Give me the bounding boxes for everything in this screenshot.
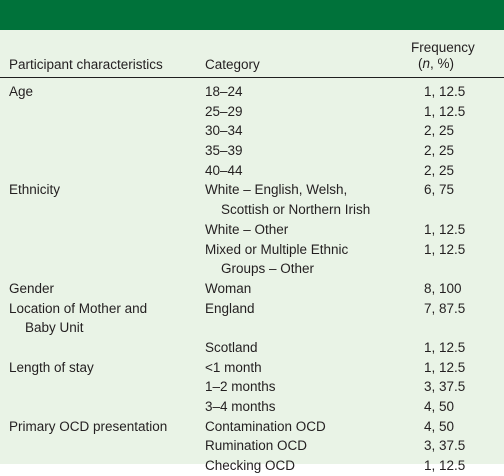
cell-frequency: 1, 12.5 [424, 359, 466, 375]
table-row: Age 18–24 1, 12.5 [0, 82, 504, 102]
cell-category: Mixed or Multiple Ethnic Groups – Other [205, 240, 405, 279]
table-row: Length of stay <1 month 1, 12.5 [0, 358, 504, 378]
cell-category-text: Checking OCD [205, 458, 296, 474]
table-row: 35–39 2, 25 [0, 141, 504, 161]
cell-category: England [205, 299, 405, 319]
cell-category-text: White – Other [205, 221, 289, 237]
table-row: Scotland 1, 12.5 [0, 338, 504, 358]
table-header-row: Participant characteristics Category Fre… [0, 30, 504, 78]
cell-category-text: 25–29 [205, 103, 243, 119]
cell-frequency: 2, 25 [424, 162, 455, 178]
cell-characteristic: Location of Mother and Baby Unit [9, 299, 199, 338]
cell-characteristic-text: Length of stay [9, 359, 94, 375]
cell-category-text: England [205, 300, 255, 316]
table-row: 40–44 2, 25 [0, 161, 504, 181]
cell-category-text: Contamination OCD [205, 418, 326, 434]
table-row: Location of Mother and Baby Unit England 7,… [0, 299, 504, 338]
cell-category: 40–44 [205, 161, 405, 181]
cell-category: 30–34 [205, 121, 405, 141]
cell-frequency: 1, 12.5 [424, 84, 466, 99]
table-row: Rumination OCD 3, 37.5 [0, 436, 504, 456]
cell-category-text: 1–2 months [205, 379, 276, 395]
cell-characteristic: Primary OCD presentation [9, 417, 199, 437]
cell-characteristic-text: Ethnicity [9, 182, 61, 198]
cell-frequency: 2, 25 [424, 143, 455, 159]
cell-category: <1 month [205, 358, 405, 378]
cell-category: 18–24 [205, 82, 405, 102]
cell-characteristic-text: Baby Unit [25, 320, 84, 336]
table-row: Ethnicity White – English, Welsh, Scottish… [0, 180, 504, 219]
table-row: Mixed or Multiple Ethnic Groups – Other 1,… [0, 240, 504, 279]
table-row: Gender Woman 8, 100 [0, 279, 504, 299]
cell-frequency: 3, 37.5 [424, 379, 466, 395]
cell-frequency: 4, 50 [424, 418, 455, 434]
header-category: Category [205, 57, 260, 72]
cell-category-text: Rumination OCD [205, 438, 308, 454]
cell-category-text: <1 month [205, 359, 262, 375]
cell-category: 25–29 [205, 102, 405, 122]
cell-category: White – English, Welsh, Scottish or North… [205, 180, 405, 219]
cell-category: 3–4 months [205, 397, 405, 417]
cell-characteristic-text: Age [9, 84, 34, 99]
cell-frequency: 2, 25 [424, 123, 455, 139]
cell-category: 35–39 [205, 141, 405, 161]
cell-category-text: Scottish or Northern Irish [221, 202, 371, 218]
table-row: Primary OCD presentation Contamination OC… [0, 417, 504, 437]
header-frequency-line1: Frequency [411, 40, 475, 55]
cell-characteristic: Ethnicity [9, 180, 199, 200]
cell-characteristic: Gender [9, 279, 199, 299]
cell-characteristic-text: Location of Mother and [9, 300, 148, 316]
cell-category: Woman [205, 279, 405, 299]
table-title-bar [0, 0, 504, 30]
cell-category-text: Groups – Other [221, 261, 315, 277]
cell-characteristic: Length of stay [9, 358, 199, 378]
table-row: 25–29 1, 12.5 [0, 102, 504, 122]
cell-category: Rumination OCD [205, 436, 405, 456]
cell-frequency: 7, 87.5 [424, 300, 466, 316]
cell-frequency: 1, 12.5 [424, 221, 466, 237]
cell-characteristic-text: Primary OCD presentation [9, 418, 168, 434]
table-row: White – Other 1, 12.5 [0, 220, 504, 240]
cell-category-text: Mixed or Multiple Ethnic [205, 241, 349, 257]
cell-frequency: 8, 100 [424, 280, 462, 296]
table-row: Checking OCD 1, 12.5 [0, 456, 504, 476]
cell-category-text: White – English, Welsh, [205, 182, 348, 198]
table-row: 1–2 months 3, 37.5 [0, 377, 504, 397]
cell-category-text: 3–4 months [205, 399, 276, 415]
header-frequency-line2: (n, %) [418, 56, 455, 71]
cell-category: Scotland [205, 338, 405, 358]
cell-frequency: 1, 12.5 [424, 458, 466, 474]
cell-frequency: 1, 12.5 [424, 103, 466, 119]
cell-category-text: 40–44 [205, 162, 243, 178]
cell-characteristic-text: Gender [9, 280, 55, 296]
cell-category: White – Other [205, 220, 405, 240]
cell-category: 1–2 months [205, 377, 405, 397]
cell-category-text: Scotland [205, 339, 258, 355]
cell-category-text: 30–34 [205, 123, 243, 139]
table-row: 30–34 2, 25 [0, 121, 504, 141]
cell-frequency: 1, 12.5 [424, 339, 466, 355]
cell-category-text: 18–24 [205, 84, 243, 99]
cell-category-text: 35–39 [205, 143, 243, 159]
cell-frequency: 6, 75 [424, 182, 455, 198]
header-frequency: Frequency (n, %) [411, 40, 491, 72]
cell-frequency: 1, 12.5 [424, 241, 466, 257]
cell-frequency: 3, 37.5 [424, 438, 466, 454]
cell-frequency: 4, 50 [424, 399, 455, 415]
cell-characteristic: Age [9, 82, 199, 102]
cell-category: Checking OCD [205, 456, 405, 476]
header-participant-characteristics: Participant characteristics [9, 57, 163, 72]
table-body: Age 18–24 1, 12.5 25–29 1, 12.5 30–34 2, 25 35–… [0, 78, 504, 476]
table-row: 3–4 months 4, 50 [0, 397, 504, 417]
cell-category-text: Woman [205, 280, 252, 296]
cell-category: Contamination OCD [205, 417, 405, 437]
